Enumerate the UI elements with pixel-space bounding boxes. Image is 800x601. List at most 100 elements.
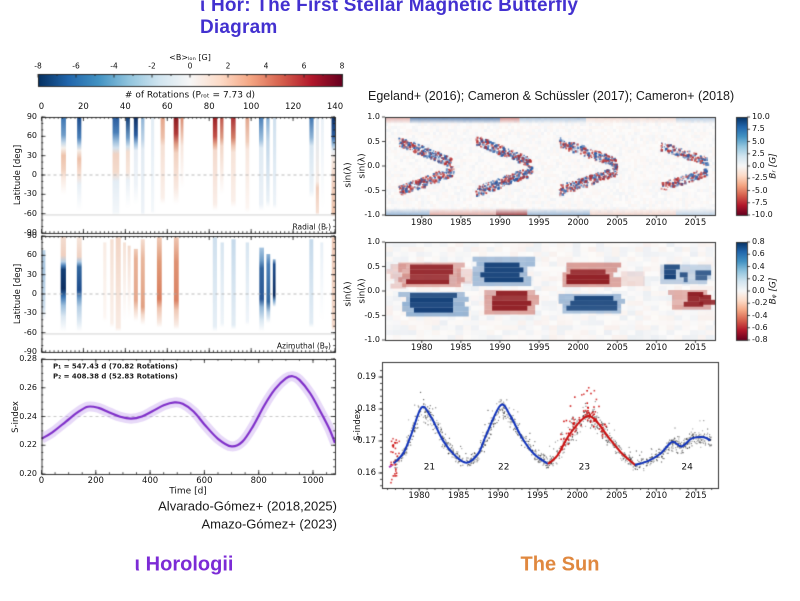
ihor-lat-tick: 30 [26,269,37,279]
sun-colorbar-tick: 0.2 [752,273,765,283]
ihor-rotations-tick: 40 [119,101,131,112]
ihor-sinlat-axis-label: sin(λ) [343,162,354,188]
sun-sindex-year-tick: 2005 [605,490,628,501]
sun-sinlat-tick: 1.0 [367,112,380,121]
sun-sindex-year-tick: 1990 [487,490,510,501]
sun-sindex-ytick: 0.17 [357,435,376,446]
ihor-lat-tick: -90 [23,228,37,237]
sun-sindex-year-tick: 2015 [685,490,707,501]
sun-year-tick: 2000 [567,342,589,353]
sun-sinlat-axis-label: sin(λ) [357,278,368,304]
ihor-time-tick: 800 [250,475,267,486]
ihor-colorbar-tick: -4 [110,61,118,71]
ihor-colorbar-tick: 0 [187,61,193,71]
sun-colorbar-tick: -0.8 [752,335,768,344]
sun-colorbar-tick: 0.4 [752,261,765,271]
sun-sinlat-tick: 0.5 [367,136,380,146]
sun-sindex-ytick: 0.19 [357,371,376,382]
sun-year-tick: 2015 [684,217,707,228]
sun-year-tick: 2015 [684,342,707,353]
sun-sindex-axis-label: S-index [352,409,363,441]
ihor-lat-tick: -30 [23,308,37,318]
sun-colorbar-tick: -0.2 [752,298,768,308]
sun-sinlat-tick: -1.0 [364,210,380,219]
solar-cycle-number: 24 [681,462,693,473]
solar-cycle-number: 23 [578,462,591,473]
ihor-colorbar-tick: -2 [148,61,156,71]
ihor-lat-tick: -60 [23,208,37,218]
ihor-colorbar-tick: 8 [339,61,345,71]
sun-sindex-ytick: 0.16 [357,467,376,478]
sun-colorbar-label: Bᵩ [G] [768,277,779,305]
sun-colorbar-tick: -7.5 [752,197,768,207]
ihor-colorbar-tick: 2 [225,61,231,71]
ihor-time-tick: 400 [141,475,159,486]
ihor-lat-tick: -60 [23,327,37,337]
sun-colorbar-tick: -10.0 [752,210,773,219]
sun-sindex-ytick: 0.18 [357,403,376,414]
ihor-sinlat-axis-label: sin(λ) [343,281,354,307]
sun-colorbar-tick: -0.4 [752,310,768,320]
ihor-lat-tick: 60 [26,131,37,141]
ihor-lat-tick: 90 [26,112,37,121]
ihor-rotations-tick: 60 [161,101,173,112]
solar-cycle-number: 21 [423,462,436,473]
ihor-lat-axis-label: Latitude [deg] [12,144,23,206]
ihor-sindex-ytick: 0.22 [19,440,37,450]
ihor-colorbar-title: <B>ₗₒₙ [G] [169,53,211,62]
ihor-rotations-axis-title: # of Rotations (Pᵣₒₜ = 7.73 d) [124,90,256,101]
ihor-lat-tick: -30 [23,189,37,199]
sun-year-tick: 1990 [489,342,511,353]
sun-sinlat-tick: 0.0 [367,286,380,295]
ihor-colorbar-tick: 4 [263,61,269,71]
sun-sinlat-axis-label: sin(λ) [357,153,368,179]
sun-sinlat-tick: -1.0 [364,335,380,344]
ihor-caption: ι Horologii [134,553,234,576]
ihor-sindex-ytick: 0.26 [19,382,37,392]
ihor-sindex-ytick: 0.28 [19,354,37,363]
sun-colorbar-tick: 0.6 [752,249,765,259]
ihor-rotations-tick: 80 [203,101,215,112]
sun-year-tick: 1985 [450,342,472,353]
sun-sinlat-tick: 1.0 [367,237,380,246]
ihor-panel-label: Radial (Bᵣ) [292,222,332,232]
ihor-lat-axis-label: Latitude [deg] [12,263,23,325]
sun-sindex-year-tick: 1985 [447,490,470,501]
ihor-rotations-tick: 20 [78,101,89,112]
ihor-time-tick: 0 [38,475,45,486]
ihor-citation-2: Amazo-Gómez+ (2023) [201,516,337,532]
sun-colorbar-tick: 0.8 [752,237,765,246]
ihor-rotations-tick: 120 [284,101,302,112]
sun-citation: Egeland+ (2016); Cameron & Schüssler (20… [368,89,735,103]
sun-colorbar-tick: 7.5 [752,124,765,134]
sun-sinlat-tick: -0.5 [364,310,380,320]
sun-year-tick: 2005 [606,342,629,353]
ihor-rotations-tick: 140 [326,101,344,112]
ihor-lat-tick: 0 [31,289,37,298]
sun-sindex-year-tick: 1980 [408,490,430,501]
ihor-sindex-ytick: 0.24 [19,411,37,421]
ihor-period-annotation: P₂ = 408.38 d (52.83 Rotations) [53,372,178,381]
ihor-sindex-ytick: 0.20 [19,469,37,478]
ihor-time-tick: 600 [196,475,213,486]
sun-colorbar-tick: 2.5 [752,148,765,158]
sun-year-tick: 1995 [528,342,550,353]
ihor-time-tick: 200 [87,475,104,486]
ihor-rotations-tick: 100 [243,101,260,112]
ihor-lat-tick: 90 [26,231,37,240]
sun-year-tick: 1985 [450,217,472,228]
sun-sindex-year-tick: 2000 [566,490,589,501]
sun-sinlat-tick: 0.0 [367,161,380,170]
slide-title: ι Hor: The First Stellar Magnetic Butter… [200,0,579,38]
sun-colorbar-tick: 0.0 [752,286,765,295]
sun-sinlat-tick: -0.5 [364,185,380,195]
sun-year-tick: 1995 [528,217,550,228]
sun-year-tick: 2005 [606,217,629,228]
sun-year-tick: 2010 [645,217,668,228]
sun-colorbar-tick: 10.0 [752,112,770,121]
sun-year-tick: 1980 [410,217,433,228]
ihor-lat-tick: -90 [23,347,37,356]
sun-colorbar-tick: 0.0 [752,161,765,170]
